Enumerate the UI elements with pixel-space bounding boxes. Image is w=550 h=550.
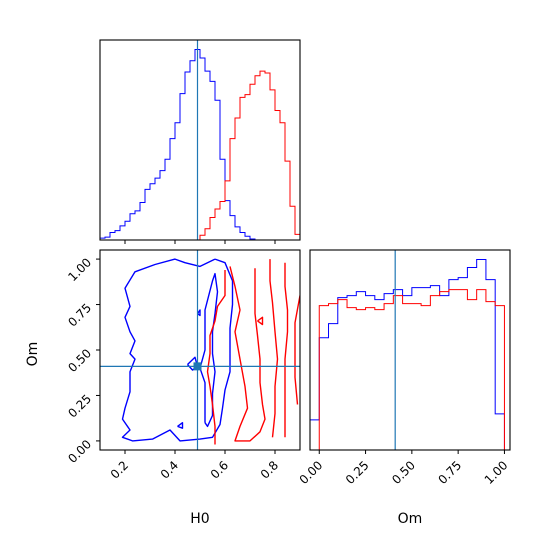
om-hist-plot-area <box>310 259 505 450</box>
joint-x-tick-label-0: 0.2 <box>108 458 131 481</box>
joint-contour-red-1 <box>229 266 266 442</box>
joint-y-tick-label-1: 0.25 <box>65 392 94 421</box>
h0-hist-frame <box>99 39 301 241</box>
joint-x-axis-label: H0 <box>190 511 209 527</box>
joint-y-tick-label-3: 0.75 <box>65 301 94 330</box>
joint-contour-blue-4 <box>196 309 201 317</box>
joint-truth-marker <box>193 362 202 371</box>
h0-hist-series-red <box>199 70 300 240</box>
om-x-tick-label-2: 0.50 <box>389 458 418 487</box>
om-hist-frame <box>309 249 511 451</box>
om-hist-series-red <box>318 289 505 450</box>
om-hist-series-blue <box>310 259 505 450</box>
om-x-axis-label: Om <box>398 511 423 527</box>
joint-contour-blue-1 <box>199 272 219 428</box>
joint-contour-red-4 <box>294 295 300 405</box>
om-x-tick-label-3: 0.75 <box>435 458 464 487</box>
om-marginal-histogram-panel: 0.00 0.25 0.50 0.75 1.00 <box>297 249 511 487</box>
h0-hist-series-blue <box>100 49 260 240</box>
om-x-tick-label-4: 1.00 <box>482 458 511 487</box>
joint-contour-red-0 <box>206 270 226 445</box>
joint-contour-red-2 <box>269 259 279 438</box>
joint-x-tick-label-2: 0.6 <box>208 458 231 481</box>
h0-marginal-histogram-panel <box>99 39 301 244</box>
h0-om-joint-contour-panel: 0.2 0.4 0.6 0.8 0.00 0.25 0.50 0.75 1.00 <box>65 249 301 482</box>
joint-contour-red-5 <box>257 316 264 326</box>
joint-x-tick-label-1: 0.4 <box>158 458 181 481</box>
joint-contour-red-3 <box>284 262 289 438</box>
joint-contour-blue-0 <box>121 258 234 442</box>
joint-y-tick-label-4: 1.00 <box>65 255 94 284</box>
joint-y-tick-label-2: 0.50 <box>65 346 94 375</box>
om-x-tick-label-1: 0.25 <box>343 458 372 487</box>
joint-x-tick-label-3: 0.8 <box>258 458 281 481</box>
h0-hist-plot-area <box>100 49 300 240</box>
joint-y-tick-label-0: 0.00 <box>65 437 94 466</box>
joint-y-axis-label: Om <box>25 342 41 367</box>
joint-plot-area <box>121 258 300 445</box>
om-x-tick-label-0: 0.00 <box>297 458 326 487</box>
joint-contour-blue-3 <box>177 422 184 429</box>
